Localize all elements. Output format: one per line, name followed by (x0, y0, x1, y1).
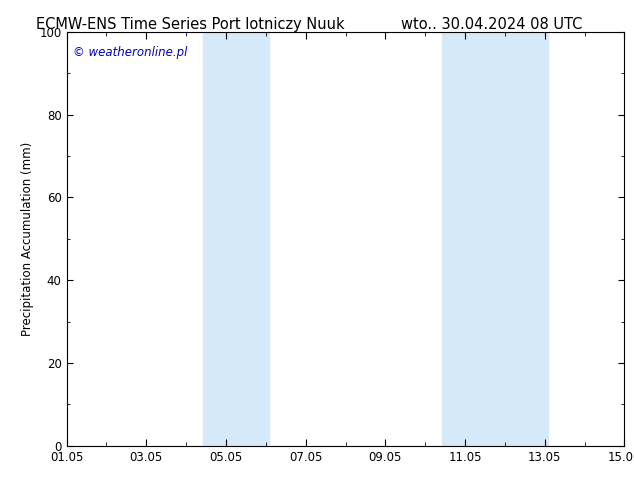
Bar (203, 32, 269, 446)
Text: © weatheronline.pl: © weatheronline.pl (74, 47, 188, 59)
Text: wto.. 30.04.2024 08 UTC: wto.. 30.04.2024 08 UTC (401, 17, 582, 32)
Bar (442, 32, 548, 446)
Text: ECMW-ENS Time Series Port lotniczy Nuuk: ECMW-ENS Time Series Port lotniczy Nuuk (36, 17, 344, 32)
Y-axis label: Precipitation Accumulation (mm): Precipitation Accumulation (mm) (21, 142, 34, 336)
